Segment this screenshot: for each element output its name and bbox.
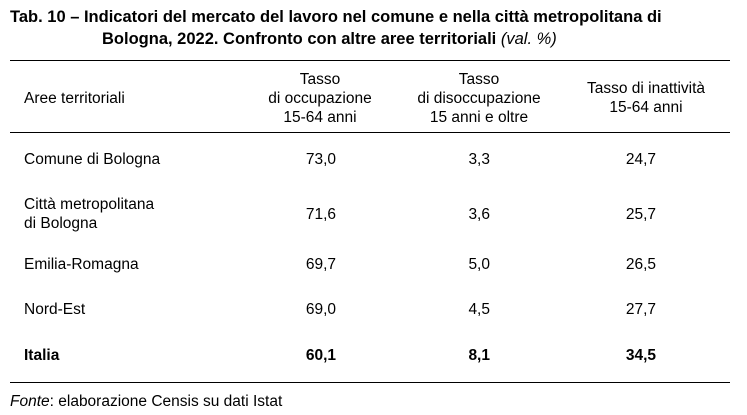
cell-disoccupazione: 3,6 <box>468 206 490 223</box>
row-label-nord-est: Nord-Est <box>24 301 86 318</box>
cell-occupazione: 69,7 <box>305 256 336 273</box>
row-label-citta-metropolitana: Città metropolitana di Bologna <box>24 195 154 233</box>
title-unit-note: (val. %) <box>500 30 557 48</box>
header-occupazione-line3: 15-64 anni <box>283 109 357 126</box>
header-inattivita-line1: Tasso di inattività <box>586 80 706 97</box>
cell-inattivita: 34,5 <box>625 347 656 364</box>
header-occupazione-line1: Tasso <box>299 71 341 88</box>
source-text: : elaborazione Censis su dati Istat <box>49 393 283 410</box>
cell-disoccupazione: 5,0 <box>468 256 490 273</box>
table-title: Tab. 10 – Indicatori del mercato del lav… <box>10 6 740 50</box>
source-prefix: Fonte <box>10 393 50 410</box>
cell-occupazione: 71,6 <box>305 206 336 223</box>
title-line-2: Bologna, 2022. Confronto con altre aree … <box>10 28 740 50</box>
header-inattivita-line2: 15-64 anni <box>609 99 683 116</box>
header-disoccupazione-line2: di disoccupazione <box>417 90 541 107</box>
row-label-line2: di Bologna <box>24 215 98 232</box>
source-note: Fonte: elaborazione Censis su dati Istat <box>10 392 282 411</box>
cell-disoccupazione: 8,1 <box>468 347 490 364</box>
header-tasso-inattivita: Tasso di inattività 15-64 anni <box>560 79 732 117</box>
header-tasso-disoccupazione: Tasso di disoccupazione 15 anni e oltre <box>400 70 558 127</box>
row-label-italia: Italia <box>24 347 60 364</box>
cell-inattivita: 25,7 <box>625 206 656 223</box>
header-aree-territoriali: Aree territoriali <box>24 90 125 107</box>
row-label-line1: Città metropolitana <box>24 196 155 213</box>
title-line-1: Tab. 10 – Indicatori del mercato del lav… <box>10 8 662 26</box>
cell-disoccupazione: 4,5 <box>468 301 490 318</box>
cell-inattivita: 27,7 <box>625 301 656 318</box>
row-label-emilia-romagna: Emilia-Romagna <box>24 256 139 273</box>
cell-inattivita: 24,7 <box>625 151 656 168</box>
top-rule <box>10 60 730 61</box>
header-tasso-occupazione: Tasso di occupazione 15-64 anni <box>240 70 400 127</box>
header-rule <box>10 132 730 133</box>
bottom-rule <box>10 382 730 383</box>
title-text: Bologna, 2022. Confronto con altre aree … <box>102 30 497 48</box>
cell-occupazione: 60,1 <box>305 347 336 364</box>
header-disoccupazione-line1: Tasso <box>458 71 500 88</box>
row-label-comune-di-bologna: Comune di Bologna <box>24 151 161 168</box>
cell-inattivita: 26,5 <box>625 256 656 273</box>
cell-disoccupazione: 3,3 <box>468 151 490 168</box>
cell-occupazione: 69,0 <box>305 301 336 318</box>
header-disoccupazione-line3: 15 anni e oltre <box>429 109 529 126</box>
header-occupazione-line2: di occupazione <box>268 90 372 107</box>
cell-occupazione: 73,0 <box>305 151 336 168</box>
